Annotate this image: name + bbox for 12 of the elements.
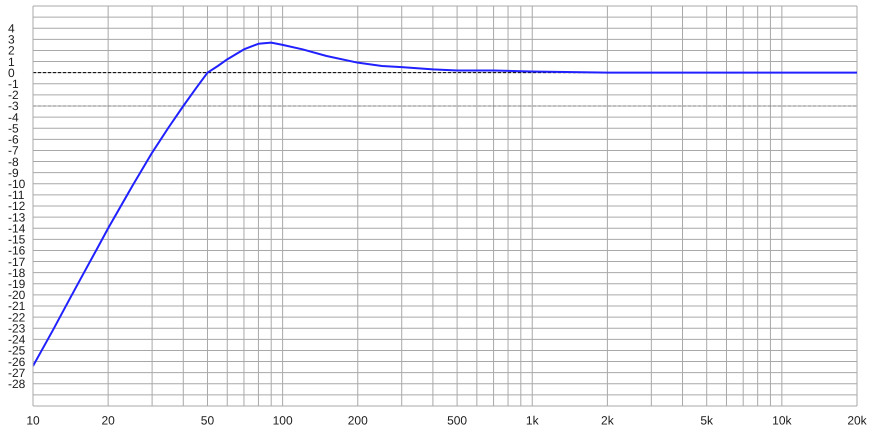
x-tick-label: 50 xyxy=(200,414,214,428)
x-tick-label: 10 xyxy=(26,414,40,428)
x-tick-label: 5k xyxy=(700,414,714,428)
x-tick-label: 20k xyxy=(847,414,868,428)
x-tick-label: 10k xyxy=(772,414,793,428)
x-tick-label: 500 xyxy=(447,414,468,428)
x-tick-label: 200 xyxy=(348,414,368,428)
x-tick-label: 1k xyxy=(526,414,540,428)
x-tick-label: 20 xyxy=(101,414,116,428)
x-tick-label: 100 xyxy=(272,414,293,428)
y-tick-label: 4 xyxy=(8,21,15,36)
x-tick-label: 2k xyxy=(601,414,615,428)
